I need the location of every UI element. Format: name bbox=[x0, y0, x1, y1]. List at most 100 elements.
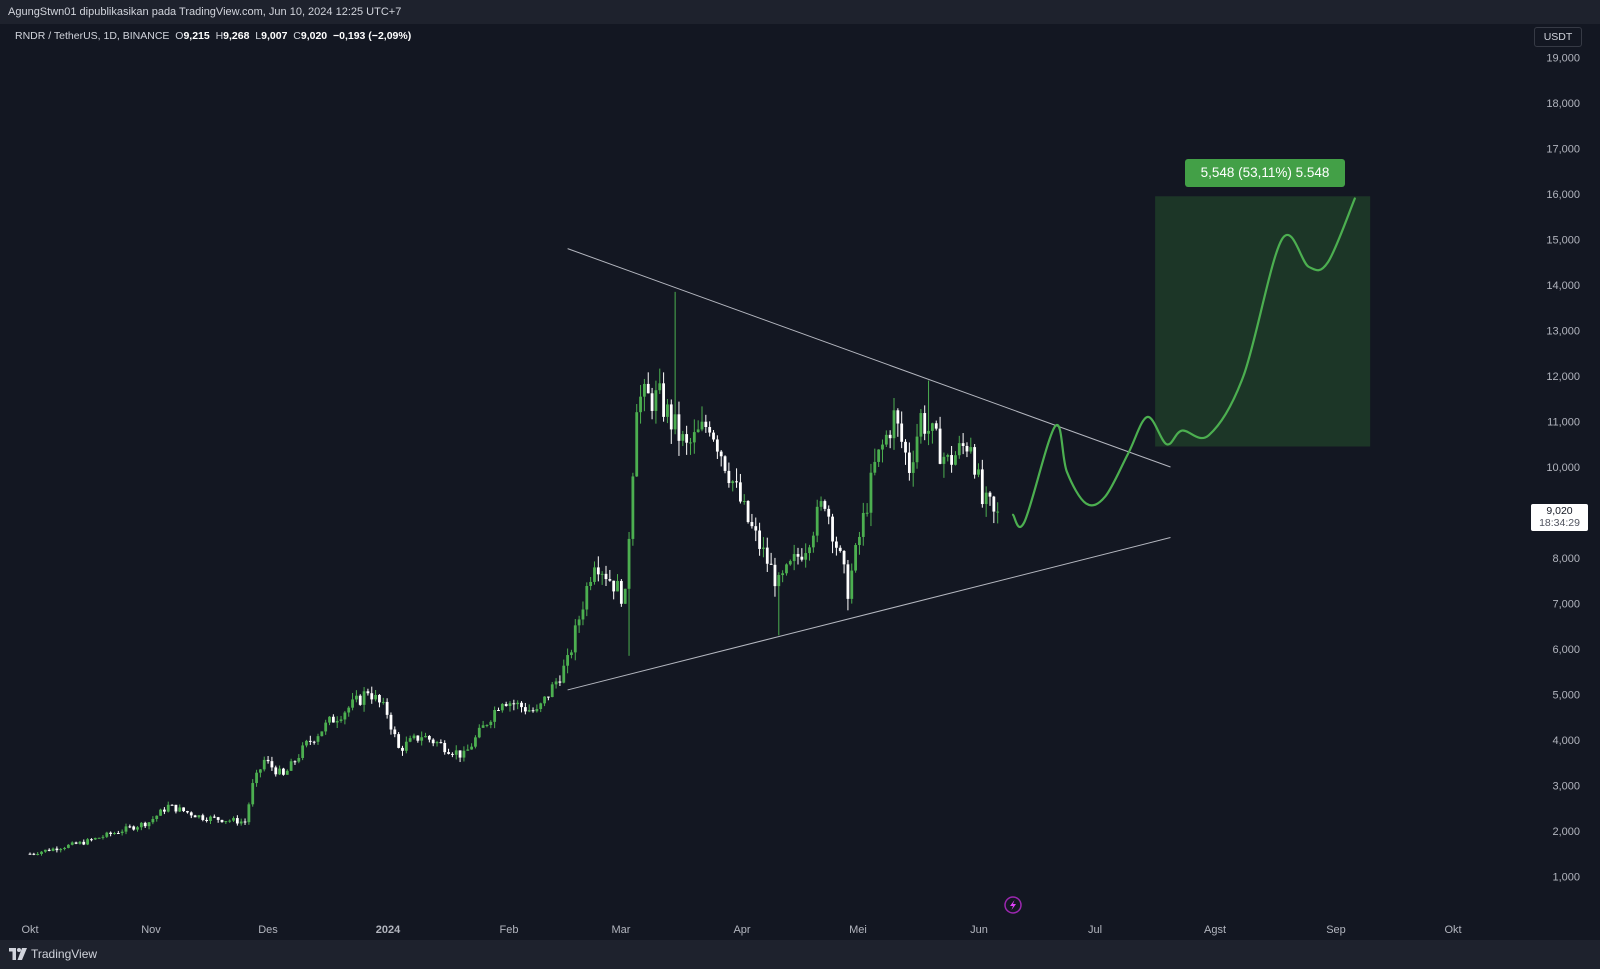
candle-body bbox=[623, 588, 627, 604]
candle bbox=[113, 831, 116, 835]
candle-body bbox=[535, 709, 539, 712]
close-value: 9,020 bbox=[300, 30, 328, 42]
candle bbox=[439, 739, 443, 744]
candle bbox=[881, 439, 884, 463]
candle bbox=[205, 817, 209, 823]
candle-body bbox=[412, 735, 416, 739]
candle-body bbox=[293, 761, 297, 763]
candle bbox=[78, 840, 82, 845]
candle bbox=[819, 496, 823, 511]
candle bbox=[954, 451, 957, 466]
candle-body bbox=[992, 496, 996, 512]
candle-body bbox=[666, 404, 669, 417]
candle-body bbox=[523, 707, 527, 712]
candle bbox=[197, 814, 201, 819]
candle bbox=[596, 556, 600, 582]
candle-body bbox=[911, 462, 915, 473]
candle bbox=[769, 552, 773, 565]
symbol-legend: RNDR / TetherUS, 1D, BINANCE O9,215 H9,2… bbox=[15, 30, 411, 42]
candle-body bbox=[451, 753, 454, 755]
candle-body bbox=[888, 434, 892, 439]
candle bbox=[435, 740, 439, 747]
candle bbox=[800, 548, 804, 562]
candle bbox=[136, 826, 139, 832]
time-tick-label: Jun bbox=[970, 924, 988, 936]
low-value: 9,007 bbox=[261, 30, 288, 42]
candle bbox=[980, 459, 984, 508]
projection-path[interactable] bbox=[1011, 197, 1356, 529]
candle bbox=[762, 537, 765, 558]
candle-body bbox=[692, 432, 696, 443]
candle bbox=[723, 455, 727, 474]
price-tick-label: 16,000 bbox=[1546, 189, 1580, 201]
candle-body bbox=[378, 694, 381, 703]
candle bbox=[639, 385, 642, 424]
price-range-measure[interactable] bbox=[1155, 196, 1371, 447]
time-axis[interactable]: Okt Nov Des 2024 Feb Mar Apr Mei Jun Jul Agst Sep Ok… bbox=[21, 924, 1461, 936]
candle bbox=[973, 444, 977, 479]
candle-body bbox=[155, 815, 159, 819]
change-value: −0,193 (−2,09%) bbox=[332, 30, 412, 42]
candle bbox=[143, 821, 147, 829]
candle-body bbox=[946, 455, 950, 457]
candle bbox=[297, 754, 301, 764]
candle-body bbox=[116, 833, 120, 835]
price-tick-label: 14,000 bbox=[1546, 280, 1580, 292]
candle bbox=[742, 494, 746, 505]
currency-button[interactable]: USDT bbox=[1534, 27, 1582, 47]
candle-body bbox=[408, 738, 412, 742]
candle-body bbox=[781, 573, 785, 576]
candle-body bbox=[481, 725, 485, 728]
candle bbox=[212, 814, 216, 819]
measure-box bbox=[1155, 196, 1371, 447]
candle bbox=[838, 545, 842, 553]
candle-body bbox=[266, 759, 270, 762]
candle-body bbox=[381, 701, 385, 703]
candle bbox=[451, 752, 454, 758]
candle bbox=[63, 846, 66, 851]
candle-body bbox=[458, 750, 462, 758]
candle bbox=[139, 822, 143, 831]
candle-body bbox=[773, 564, 777, 587]
measure-label[interactable]: 5,548 (53,11%) 5.548 bbox=[1185, 159, 1345, 187]
candle bbox=[646, 372, 650, 394]
candle-body bbox=[139, 822, 143, 828]
candle-body bbox=[662, 383, 665, 417]
candle-body bbox=[178, 807, 182, 812]
candle bbox=[86, 838, 89, 846]
candle bbox=[788, 559, 792, 566]
candle-body bbox=[585, 585, 589, 610]
candle-body bbox=[370, 693, 374, 700]
candle bbox=[270, 756, 274, 771]
candle bbox=[90, 838, 93, 842]
candle-body bbox=[312, 741, 316, 743]
candle bbox=[36, 852, 40, 856]
candle-body bbox=[654, 390, 658, 411]
candle bbox=[754, 517, 758, 542]
candle bbox=[216, 816, 220, 823]
candle bbox=[911, 450, 915, 487]
candle-body bbox=[90, 839, 93, 841]
candle-body bbox=[331, 716, 335, 723]
candle bbox=[462, 746, 466, 762]
candle bbox=[247, 802, 251, 825]
candle bbox=[504, 701, 508, 707]
candle bbox=[209, 815, 212, 825]
candle-body bbox=[573, 625, 577, 653]
candle bbox=[374, 690, 377, 702]
candle-body bbox=[174, 804, 178, 812]
open-value: 9,215 bbox=[183, 30, 210, 42]
candle-body bbox=[201, 815, 205, 820]
tradingview-logo[interactable]: TradingView bbox=[9, 947, 97, 961]
candle-body bbox=[47, 849, 51, 851]
candle bbox=[485, 724, 489, 728]
time-tick-label: 2024 bbox=[376, 924, 401, 936]
candle bbox=[739, 473, 742, 504]
price-axis[interactable]: 19,000 18,000 17,000 16,000 15,000 14,000 13,0… bbox=[1546, 53, 1580, 884]
candle-body bbox=[401, 747, 404, 751]
candle bbox=[174, 804, 178, 814]
lightning-icon[interactable] bbox=[1004, 896, 1022, 914]
candle-body bbox=[67, 844, 70, 848]
trendlines[interactable] bbox=[567, 248, 1171, 691]
